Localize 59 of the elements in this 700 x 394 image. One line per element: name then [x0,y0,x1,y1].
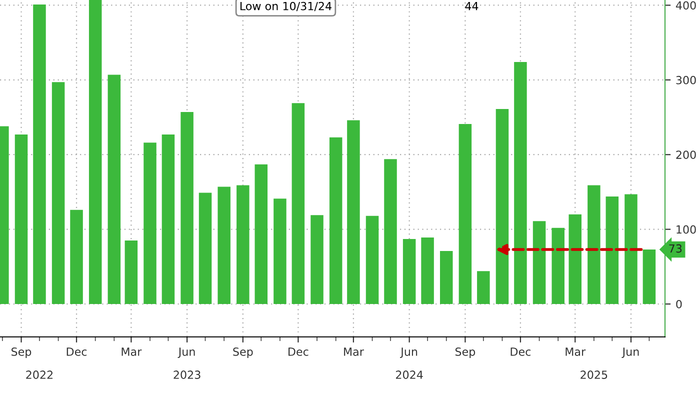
bar [52,82,65,304]
bar [310,215,324,304]
bar [588,185,600,304]
x-tick-label: Dec [288,348,308,356]
bar [292,103,305,304]
x-tick-label: Dec [66,348,87,356]
bar [496,109,509,304]
x-tick-label: Sep [233,347,253,358]
bar [606,196,619,304]
bar [568,214,582,304]
y-tick-label: 300 [676,76,696,84]
y-tick-label: 200 [676,150,696,159]
bar [108,74,121,304]
bar [180,112,194,304]
bar [70,210,83,304]
bar [162,134,175,304]
bar [532,221,546,304]
bar [366,216,379,304]
bar [14,134,28,304]
x-tick-label: Jun [178,348,195,358]
x2-tick-label: 2023 [174,370,200,379]
bar [552,228,564,304]
x-tick-label: Mar [344,348,364,356]
bar [124,240,138,304]
x-tick-label: Jun [400,348,418,358]
bar [402,239,416,304]
x2-tick-label: 2025 [580,370,608,379]
x-tick-label: Mar [566,348,586,356]
annotation: 44 [465,2,478,10]
bar [384,159,397,304]
bar [218,186,230,304]
bar [274,198,286,304]
bar [33,4,46,304]
bar [236,185,250,304]
x-tick-label: Jun [622,348,639,358]
bar [144,142,156,304]
bar [88,0,102,304]
bar [458,124,472,304]
x-tick-label: Sep [455,347,476,358]
annotation: 73 [669,244,682,253]
bar [624,194,638,304]
x-tick-label: Sep [12,347,32,358]
bar [254,164,268,304]
bar [477,271,490,304]
bar [642,249,656,304]
bar [198,192,212,304]
bar [329,137,342,304]
x2-tick-label: 2024 [396,370,423,379]
y-tick-label: 100 [676,225,696,234]
y-tick-label: 400 [676,1,696,10]
bar [421,238,434,304]
bar [440,250,453,304]
x-tick-label: Dec [510,348,531,356]
y-tick-label: 0 [676,300,682,308]
bar [514,62,527,304]
annotation: Low on 10/31/24 [240,2,332,12]
x-tick-label: Mar [122,348,142,356]
bar [347,120,360,304]
x2-tick-label: 2022 [26,370,52,379]
